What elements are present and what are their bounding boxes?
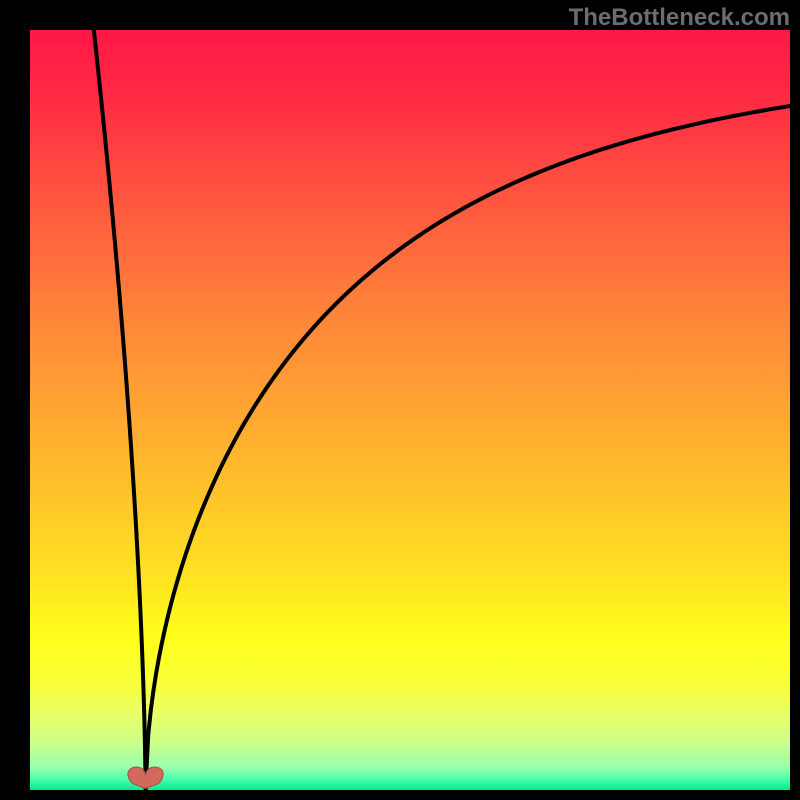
- bottleneck-chart: [0, 0, 800, 800]
- watermark-text: TheBottleneck.com: [569, 4, 790, 32]
